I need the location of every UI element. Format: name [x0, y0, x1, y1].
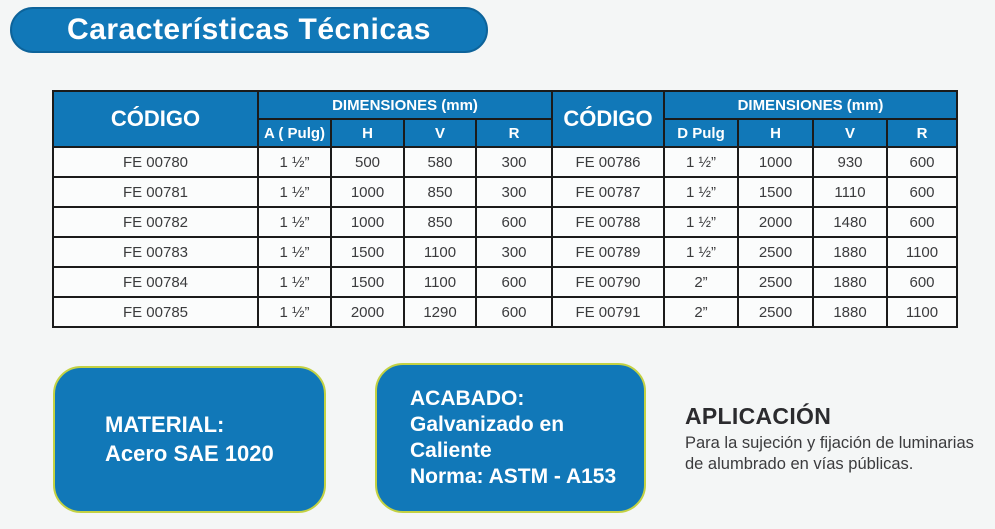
- cell-h: 1500: [330, 266, 405, 298]
- cell-a: 1 ½”: [257, 176, 332, 208]
- acabado-info-box: ACABADO: Galvanizado en Caliente Norma: …: [375, 363, 646, 513]
- table-row: FE 00780 1 ½” 500 580 300 FE 00786 1 ½” …: [52, 146, 958, 178]
- col-header-codigo-right: CÓDIGO: [551, 90, 665, 148]
- cell-r: 1100: [886, 296, 958, 328]
- cell-v: 1880: [812, 236, 888, 268]
- aplicacion-text: Para la sujeción y fijación de luminaria…: [685, 434, 974, 474]
- cell-v: 1290: [403, 296, 477, 328]
- cell-h: 2500: [737, 296, 814, 328]
- cell-codigo: FE 00788: [551, 206, 665, 238]
- col-header-v-right: V: [812, 118, 888, 148]
- cell-v: 1100: [403, 236, 477, 268]
- acabado-value-line1: Galvanizado en: [410, 412, 565, 436]
- acabado-norma: Norma: ASTM - A153: [410, 465, 617, 489]
- cell-v: 1100: [403, 266, 477, 298]
- cell-v: 850: [403, 206, 477, 238]
- col-header-r-right: R: [886, 118, 958, 148]
- cell-r: 1100: [886, 236, 958, 268]
- cell-r: 300: [475, 236, 553, 268]
- cell-a: 1 ½”: [257, 236, 332, 268]
- col-header-d-pulg: D Pulg: [663, 118, 739, 148]
- col-header-h-left: H: [330, 118, 405, 148]
- cell-codigo: FE 00786: [551, 146, 665, 178]
- table-row: FE 00783 1 ½” 1500 1100 300 FE 00789 1 ½…: [52, 236, 958, 268]
- cell-codigo: FE 00790: [551, 266, 665, 298]
- table-row: FE 00784 1 ½” 1500 1100 600 FE 00790 2” …: [52, 266, 958, 298]
- cell-r: 600: [475, 206, 553, 238]
- cell-d: 1 ½”: [663, 176, 739, 208]
- table-row: FE 00781 1 ½” 1000 850 300 FE 00787 1 ½”…: [52, 176, 958, 208]
- cell-codigo: FE 00781: [52, 176, 259, 208]
- col-header-dimensiones-right: DIMENSIONES (mm): [663, 90, 958, 120]
- col-header-r-left: R: [475, 118, 553, 148]
- cell-codigo: FE 00789: [551, 236, 665, 268]
- cell-v: 930: [812, 146, 888, 178]
- col-header-h-right: H: [737, 118, 814, 148]
- cell-a: 1 ½”: [257, 206, 332, 238]
- table-row: FE 00782 1 ½” 1000 850 600 FE 00788 1 ½”…: [52, 206, 958, 238]
- table-row: FE 00785 1 ½” 2000 1290 600 FE 00791 2” …: [52, 296, 958, 328]
- cell-h: 1000: [737, 146, 814, 178]
- cell-v: 850: [403, 176, 477, 208]
- cell-codigo: FE 00783: [52, 236, 259, 268]
- cell-r: 600: [886, 206, 958, 238]
- cell-h: 2000: [330, 296, 405, 328]
- cell-h: 1000: [330, 176, 405, 208]
- cell-d: 1 ½”: [663, 146, 739, 178]
- acabado-label: ACABADO:: [410, 386, 525, 410]
- cell-d: 2”: [663, 296, 739, 328]
- material-info-box: MATERIAL: Acero SAE 1020: [53, 366, 326, 513]
- cell-h: 2000: [737, 206, 814, 238]
- aplicacion-heading: APLICACIÓN: [685, 403, 832, 429]
- col-header-v-left: V: [403, 118, 477, 148]
- cell-d: 1 ½”: [663, 236, 739, 268]
- cell-h: 1500: [737, 176, 814, 208]
- material-label: MATERIAL:: [105, 411, 225, 437]
- col-header-a-pulg: A ( Pulg): [257, 118, 332, 148]
- cell-r: 600: [886, 266, 958, 298]
- cell-h: 2500: [737, 236, 814, 268]
- cell-d: 2”: [663, 266, 739, 298]
- cell-codigo: FE 00784: [52, 266, 259, 298]
- cell-a: 1 ½”: [257, 266, 332, 298]
- cell-h: 1500: [330, 236, 405, 268]
- material-value: Acero SAE 1020: [105, 440, 274, 466]
- cell-r: 600: [475, 266, 553, 298]
- cell-h: 1000: [330, 206, 405, 238]
- cell-codigo: FE 00785: [52, 296, 259, 328]
- cell-h: 500: [330, 146, 405, 178]
- dimensions-table: CÓDIGO DIMENSIONES (mm) CÓDIGO DIMENSION…: [52, 90, 958, 328]
- cell-codigo: FE 00787: [551, 176, 665, 208]
- page-title: Características Técnicas: [67, 13, 431, 46]
- cell-v: 1110: [812, 176, 888, 208]
- cell-r: 600: [886, 146, 958, 178]
- cell-codigo: FE 00780: [52, 146, 259, 178]
- col-header-codigo-left: CÓDIGO: [52, 90, 259, 148]
- cell-v: 580: [403, 146, 477, 178]
- cell-a: 1 ½”: [257, 146, 332, 178]
- cell-r: 600: [886, 176, 958, 208]
- cell-d: 1 ½”: [663, 206, 739, 238]
- cell-codigo: FE 00782: [52, 206, 259, 238]
- cell-v: 1880: [812, 296, 888, 328]
- aplicacion-section: APLICACIÓN Para la sujeción y fijación d…: [685, 403, 985, 476]
- cell-h: 2500: [737, 266, 814, 298]
- acabado-value-line2: Caliente: [410, 439, 492, 462]
- cell-v: 1880: [812, 266, 888, 298]
- col-header-dimensiones-left: DIMENSIONES (mm): [257, 90, 553, 120]
- cell-r: 300: [475, 146, 553, 178]
- cell-codigo: FE 00791: [551, 296, 665, 328]
- cell-v: 1480: [812, 206, 888, 238]
- cell-r: 300: [475, 176, 553, 208]
- cell-r: 600: [475, 296, 553, 328]
- page-title-banner: Características Técnicas: [10, 7, 488, 53]
- cell-a: 1 ½”: [257, 296, 332, 328]
